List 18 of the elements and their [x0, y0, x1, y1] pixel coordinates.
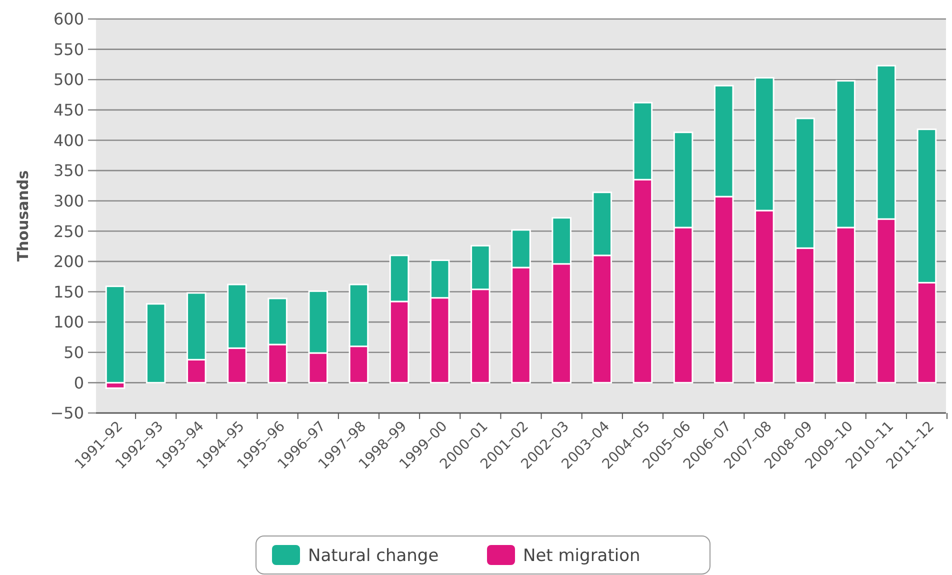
y-tick-label: 350: [53, 161, 84, 180]
y-tick-label: 450: [53, 100, 84, 120]
y-axis-title: Thousands: [14, 170, 32, 262]
y-tick-label: 200: [53, 252, 84, 272]
y-tick-label: 500: [53, 70, 84, 90]
y-tick-label: 250: [53, 222, 84, 241]
y-tick-label: 50: [64, 342, 84, 362]
y-tick-label: 600: [53, 10, 84, 29]
y-tick-label: 0: [74, 373, 84, 392]
y-tick-label: 300: [53, 191, 84, 210]
y-tick-label: −50: [50, 404, 84, 423]
legend-label: Net migration: [523, 546, 640, 566]
y-tick-label: 400: [53, 130, 84, 150]
y-tick-label: 100: [53, 312, 84, 332]
y-tick-label: 150: [53, 282, 84, 302]
bar: [146, 303, 166, 384]
legend-label: Natural change: [308, 546, 439, 566]
y-tick-label: 550: [53, 40, 84, 59]
